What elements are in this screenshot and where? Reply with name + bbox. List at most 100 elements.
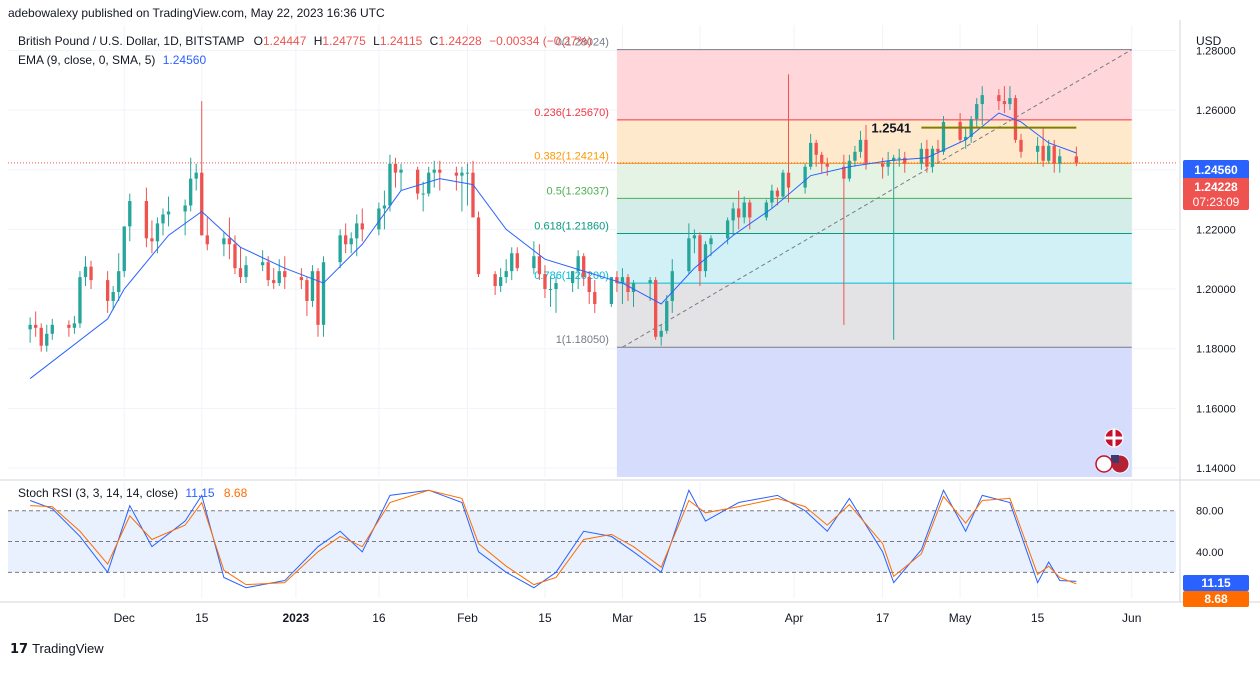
candle-body: [493, 274, 497, 287]
candle-body: [770, 190, 774, 203]
candle-body: [454, 172, 459, 176]
price-tick-label: 1.26000: [1196, 105, 1236, 117]
candle-body: [355, 223, 359, 239]
candle-body: [299, 277, 304, 281]
time-tick-label: 15: [195, 611, 209, 625]
candle-body: [709, 238, 713, 245]
level-annotation: 1.2541: [871, 121, 911, 136]
stoch-k-badge: 11.15: [1183, 575, 1249, 591]
fib-zone: [616, 49, 1132, 120]
time-tick-label: 2023: [282, 611, 309, 625]
candle-body: [786, 172, 791, 188]
candle-body: [808, 142, 813, 167]
candle-body: [233, 244, 237, 269]
time-tick-label: May: [949, 611, 972, 625]
candle-body: [576, 256, 580, 272]
price-tick-label: 1.14000: [1196, 463, 1236, 475]
candle-body: [1019, 139, 1023, 152]
fib-trendline: [622, 49, 1132, 348]
candle-body: [1002, 101, 1007, 105]
candle-body: [880, 163, 885, 167]
candle-body: [626, 277, 630, 293]
price-tick-label: 1.18000: [1196, 344, 1236, 356]
candle-body: [853, 151, 857, 161]
fib-zone: [616, 163, 1132, 199]
candle-body: [504, 271, 508, 278]
ema-line: [29, 112, 1077, 379]
candle-body: [499, 277, 503, 287]
gbp-flag-icon: [1104, 428, 1124, 448]
candle-body: [1074, 156, 1079, 163]
candle-body: [731, 208, 735, 221]
symbol-title: British Pound / U.S. Dollar, 1D, BITSTAM…: [18, 34, 245, 48]
candle-body: [742, 202, 746, 218]
candle-body: [803, 166, 807, 188]
candle-body: [432, 169, 436, 173]
candle-body: [128, 201, 132, 227]
ohlc-high: 1.24775: [322, 34, 366, 48]
candle-body: [515, 253, 519, 269]
stoch-rsi-label: Stoch RSI (3, 3, 14, 14, close): [18, 486, 179, 500]
candle-body: [670, 271, 674, 301]
stoch-rsi-k-line: [29, 488, 1077, 589]
price-tick-label: 1.20000: [1196, 284, 1236, 296]
ema-legend-value: 1.24560: [162, 53, 207, 67]
rsi-tick-label: 40.00: [1196, 547, 1224, 559]
candle-body: [980, 95, 984, 105]
candle-body: [698, 235, 702, 272]
candle-body: [864, 139, 868, 164]
ohlc-close: 1.24228: [438, 34, 482, 48]
tradingview-footer: 𝟭𝟳 TradingView: [10, 641, 104, 657]
candle-body: [305, 280, 309, 301]
candle-body: [687, 238, 691, 272]
candle-body: [1013, 98, 1018, 140]
time-tick-label: Apr: [785, 611, 804, 625]
stoch-rsi-d-value: 8.68: [223, 486, 248, 500]
ohlc-open-label: O: [253, 34, 263, 48]
candle-body: [83, 266, 88, 278]
time-tick-label: 16: [372, 611, 386, 625]
candle-body: [930, 148, 935, 167]
candle-body: [648, 280, 652, 284]
candle-body: [415, 169, 420, 194]
candle-body: [194, 172, 198, 179]
stoch-rsi-k-value: 11.15: [185, 486, 215, 500]
candle-body: [161, 214, 165, 224]
candle-body: [615, 277, 619, 284]
candle-body: [775, 190, 780, 197]
candle-body: [1008, 98, 1012, 105]
candle-body: [820, 154, 824, 164]
ohlc-low-label: L: [373, 34, 380, 48]
candle-body: [34, 324, 38, 328]
candle-body: [78, 277, 82, 324]
candle-body: [388, 163, 392, 206]
candle-body: [692, 235, 697, 239]
candle-body: [847, 160, 852, 179]
time-tick-label: 17: [876, 611, 890, 625]
fib-level-label: 0.382(1.24214): [534, 150, 609, 162]
candle-body: [1058, 156, 1062, 164]
candle-body: [886, 160, 890, 167]
fib-level-label: 0.5(1.23037): [547, 185, 609, 197]
candle-body: [941, 121, 946, 152]
ohlc-open: 1.24447: [263, 34, 307, 48]
candle-body: [825, 163, 829, 167]
candle-body: [150, 238, 154, 242]
candle-body: [892, 157, 896, 161]
fib-level-label: 0.236(1.25670): [534, 107, 609, 119]
candle-body: [155, 223, 160, 242]
candle-body: [205, 235, 209, 245]
candle-body: [89, 266, 93, 281]
candle-body: [344, 235, 348, 245]
price-tick-label: 1.28000: [1196, 45, 1236, 57]
candle-body: [321, 262, 326, 325]
tradingview-brand: TradingView: [32, 641, 104, 656]
fib-zone: [616, 347, 1132, 477]
candle-body: [665, 300, 669, 331]
fib-zone: [616, 198, 1132, 234]
candle-body: [659, 330, 663, 337]
candle-body: [781, 172, 785, 197]
candle-body: [554, 283, 558, 290]
